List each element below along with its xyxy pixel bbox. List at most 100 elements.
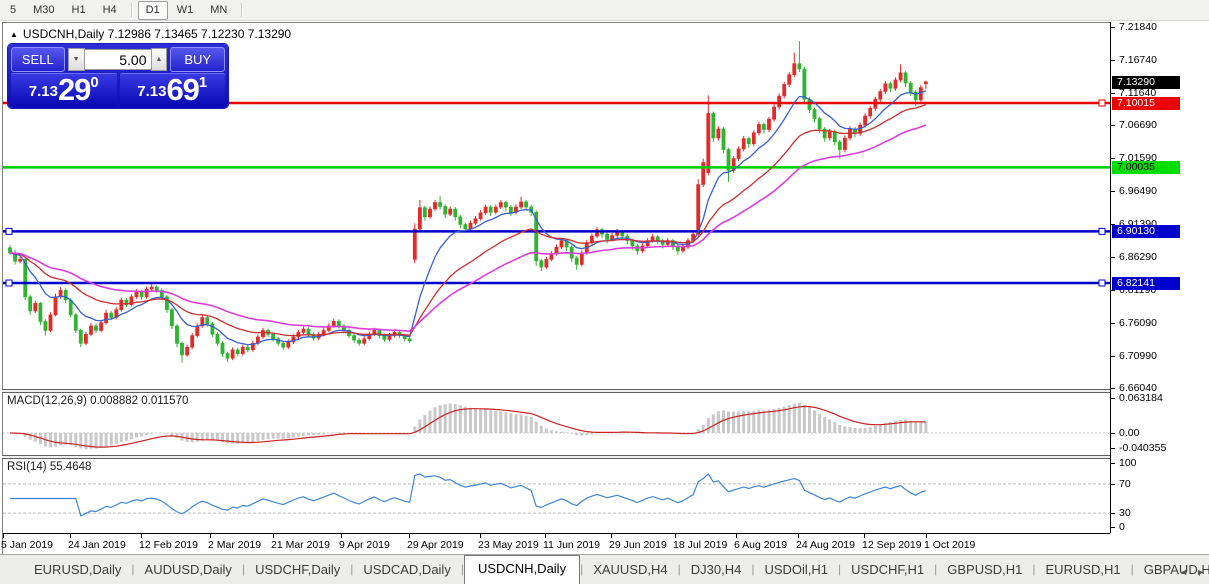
buy-price-big-digits: 69 bbox=[166, 72, 199, 107]
macd-header: MACD(12,26,9) 0.008882 0.011570 bbox=[7, 395, 189, 407]
chart-tab-usdcad-daily[interactable]: USDCAD,Daily bbox=[363, 562, 451, 577]
chart-tab-gbpaud-h1[interactable]: GBPAUD,H1 bbox=[1143, 562, 1209, 577]
timeframe-button-h4[interactable]: H4 bbox=[102, 4, 117, 16]
rsi-axis-label: 100 bbox=[1119, 457, 1137, 469]
rsi-axis-label: 30 bbox=[1119, 507, 1131, 519]
hline-price-marker: 6.82141 bbox=[1112, 277, 1180, 290]
rsi-panel-splitter[interactable] bbox=[2, 455, 1209, 459]
chart-tab-usdchf-h1[interactable]: USDCHF,H1 bbox=[851, 562, 925, 577]
date-label: 1 Oct 2019 bbox=[924, 539, 976, 551]
axis-tick bbox=[1111, 323, 1115, 324]
axis-tick bbox=[1111, 463, 1115, 464]
price-axis-label: 6.76090 bbox=[1119, 317, 1157, 329]
chart-tab-dj30-h4[interactable]: DJ30,H4 bbox=[690, 562, 742, 577]
date-label: 23 May 2019 bbox=[478, 539, 539, 551]
axis-tick bbox=[1111, 398, 1115, 399]
sell-price-display[interactable]: 7.13 29 0 bbox=[11, 73, 117, 106]
rsi-axis-label: 70 bbox=[1119, 478, 1131, 490]
buy-price-prefix: 7.13 bbox=[137, 83, 167, 100]
buy-button[interactable]: BUY bbox=[170, 47, 225, 72]
time-axis[interactable]: 5 Jan 2019 24 Jan 2019 12 Feb 2019 2 Mar 20… bbox=[1, 533, 1110, 554]
tab-separator: | bbox=[1130, 561, 1134, 576]
sell-button[interactable]: SELL bbox=[11, 47, 65, 72]
chart-tab-eurusd-daily[interactable]: EURUSD,Daily bbox=[34, 562, 122, 577]
volume-decrease-button[interactable]: ▼ bbox=[67, 48, 85, 71]
chart-tab-eurusd-h1[interactable]: EURUSD,H1 bbox=[1045, 562, 1121, 577]
chart-tab-audusd-daily[interactable]: AUDUSD,Daily bbox=[144, 562, 232, 577]
time-axis-tick bbox=[545, 534, 546, 538]
time-axis-tick bbox=[3, 534, 4, 538]
axis-tick bbox=[1111, 290, 1115, 291]
price-axis-divider bbox=[1110, 22, 1111, 533]
tab-scroll-left-button[interactable]: ◄ bbox=[1179, 567, 1189, 577]
date-label: 29 Jun 2019 bbox=[609, 539, 667, 551]
buy-price-display[interactable]: 7.13 69 1 bbox=[119, 72, 225, 107]
time-axis-tick bbox=[141, 534, 142, 538]
axis-tick bbox=[1111, 433, 1115, 434]
date-label: 11 Jun 2019 bbox=[543, 539, 601, 551]
chart-tab-usdchf-daily[interactable]: USDCHF,Daily bbox=[255, 562, 341, 577]
date-label: 21 Mar 2019 bbox=[271, 539, 330, 551]
price-axis-label: 6.70990 bbox=[1119, 350, 1157, 362]
toolbar-separator bbox=[130, 3, 133, 17]
volume-input[interactable] bbox=[84, 49, 151, 70]
chart-tab-usdcnh-daily[interactable]: USDCNH,Daily bbox=[463, 555, 581, 584]
axis-tick bbox=[1111, 224, 1115, 225]
chart-tab-usdoil-h1[interactable]: USDOil,H1 bbox=[764, 562, 829, 577]
tab-separator: | bbox=[838, 561, 842, 576]
axis-tick bbox=[1111, 448, 1115, 449]
price-axis-label: 7.21840 bbox=[1119, 21, 1157, 33]
rsi-panel-canvas[interactable] bbox=[3, 458, 1110, 532]
current-price-marker: 7.13290 bbox=[1112, 76, 1180, 89]
tab-separator: | bbox=[1032, 561, 1036, 576]
hline-price-marker: 6.90130 bbox=[1112, 225, 1180, 238]
sell-price-pipette: 0 bbox=[90, 74, 99, 91]
macd-axis-label: -0.040355 bbox=[1119, 442, 1167, 454]
one-click-trading-panel: SELL ▼ ▲ BUY 7.13 29 0 7.13 69 1 bbox=[8, 44, 228, 108]
axis-tick bbox=[1111, 158, 1115, 159]
date-label: 12 Feb 2019 bbox=[139, 539, 198, 551]
timeframe-toolbar: 5 M30 H1 H4 D1 W1 MN bbox=[0, 0, 1209, 21]
axis-tick bbox=[1111, 125, 1115, 126]
volume-increase-button[interactable]: ▲ bbox=[150, 48, 168, 71]
axis-tick bbox=[1111, 60, 1115, 61]
axis-tick bbox=[1111, 257, 1115, 258]
tab-scroll-right-button[interactable]: ► bbox=[1196, 567, 1205, 577]
chart-tab-xauusd-h4[interactable]: XAUUSD,H4 bbox=[593, 562, 668, 577]
price-axis-label: 7.06690 bbox=[1119, 119, 1157, 131]
price-axis-label: 7.11640 bbox=[1119, 87, 1157, 99]
timeframe-button-d1[interactable]: D1 bbox=[137, 0, 168, 20]
timeframe-button-mn[interactable]: MN bbox=[210, 4, 228, 16]
tab-separator: | bbox=[934, 561, 938, 576]
time-axis-tick bbox=[675, 534, 676, 538]
tab-separator: | bbox=[350, 561, 354, 576]
macd-panel-canvas[interactable] bbox=[3, 392, 1110, 456]
time-axis-tick bbox=[926, 534, 927, 538]
time-axis-tick bbox=[273, 534, 274, 538]
timeframe-button-5[interactable]: 5 bbox=[10, 4, 17, 16]
macd-panel-splitter[interactable] bbox=[2, 389, 1209, 393]
timeframe-button-h1[interactable]: H1 bbox=[71, 4, 86, 16]
time-axis-tick bbox=[798, 534, 799, 538]
tab-separator: | bbox=[241, 561, 246, 576]
tab-separator: | bbox=[751, 561, 755, 576]
price-axis-label: 7.16740 bbox=[1119, 54, 1157, 66]
toolbar-separator bbox=[241, 3, 244, 17]
chart-tab-bar: EURUSD,Daily | AUDUSD,Daily | USDCHF,Daily | U… bbox=[0, 554, 1209, 584]
timeframe-button-w1[interactable]: W1 bbox=[176, 4, 194, 16]
price-axis[interactable]: 7.21840 7.16740 7.11640 7.06690 7.01590 6.964… bbox=[1111, 21, 1209, 533]
tab-separator: | bbox=[677, 561, 681, 576]
date-label: 6 Aug 2019 bbox=[734, 539, 788, 551]
sell-price-prefix: 7.13 bbox=[28, 83, 58, 100]
time-axis-tick bbox=[409, 534, 410, 538]
collapse-triangle-icon[interactable]: ▲ bbox=[10, 29, 18, 39]
timeframe-button-m30[interactable]: M30 bbox=[33, 4, 55, 16]
hline-price-marker: 7.10015 bbox=[1112, 97, 1180, 110]
time-axis-tick bbox=[480, 534, 481, 538]
date-label: 12 Sep 2019 bbox=[862, 539, 922, 551]
time-axis-tick bbox=[864, 534, 865, 538]
axis-tick bbox=[1111, 484, 1115, 485]
time-axis-tick bbox=[736, 534, 737, 538]
chart-tab-gbpusd-h1[interactable]: GBPUSD,H1 bbox=[947, 562, 1023, 577]
